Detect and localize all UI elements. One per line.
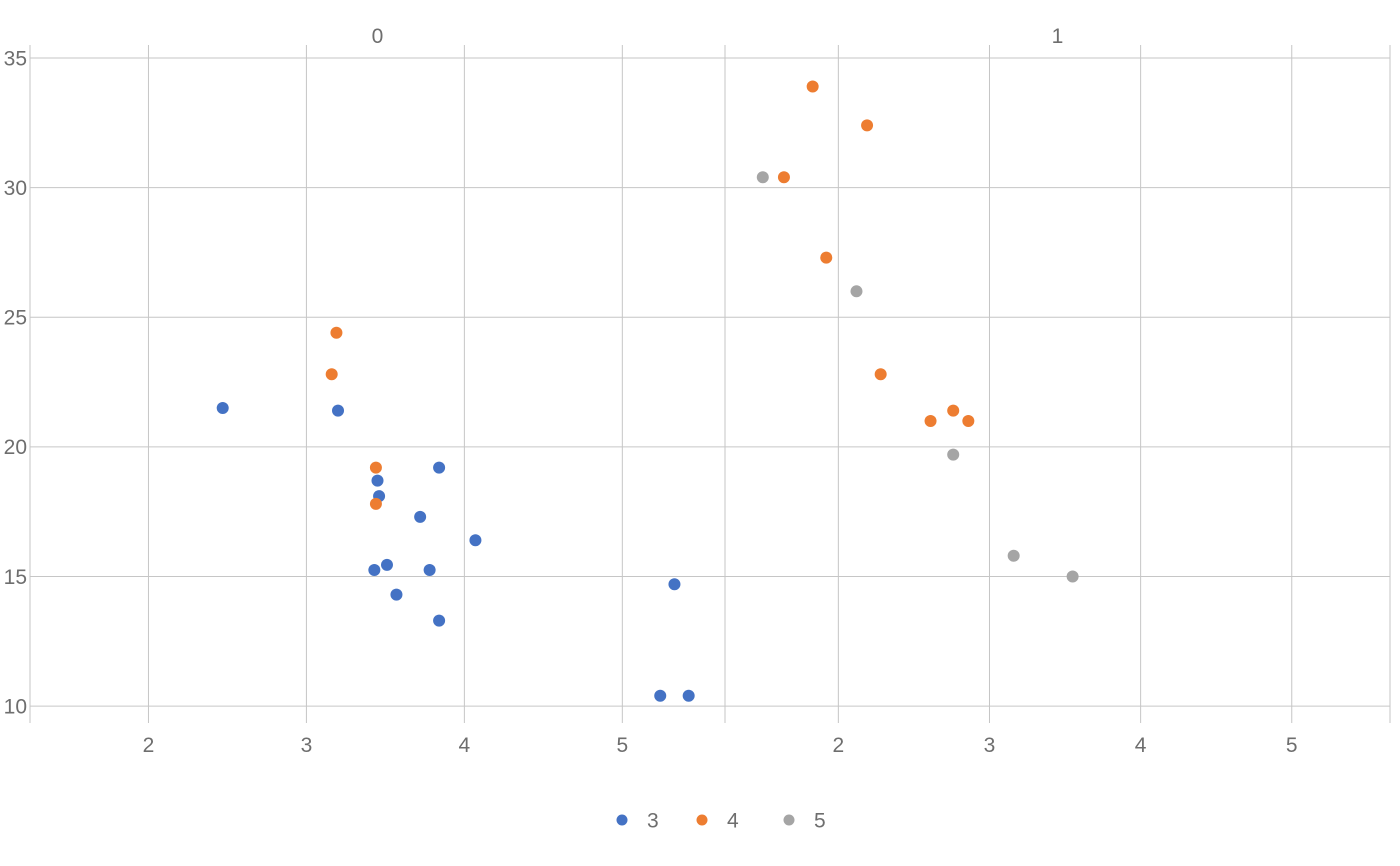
data-point [433,614,446,627]
x-tick-label: 2 [833,734,845,757]
legend-marker-icon [616,814,628,826]
series-4-facet-1 [777,80,975,427]
data-point [332,404,345,417]
legend-item-4: 4 [696,809,739,832]
data-point [1066,570,1079,583]
data-point [874,368,887,381]
data-point [682,689,695,702]
data-point [423,564,436,577]
data-point [1007,549,1020,562]
series-4-facet-0 [325,326,382,510]
data-point [390,588,403,601]
data-point [369,497,382,510]
y-tick-label: 25 [4,307,27,330]
facet-title-1: 1 [1052,25,1064,48]
x-tick-label: 4 [1135,734,1147,757]
data-point [668,578,681,591]
legend-item-3: 3 [616,809,659,832]
y-tick-label: 30 [4,177,27,200]
x-tick-label: 2 [143,734,155,757]
x-tick-label: 3 [984,734,996,757]
data-point [414,510,427,523]
series-3-facet-0 [216,401,695,702]
data-point [380,558,393,571]
data-point [947,404,960,417]
chart-legend: 3 4 5 [616,809,826,832]
legend-item-5: 5 [783,809,826,832]
data-point [368,564,381,577]
gridlines [29,45,1391,723]
data-point [924,414,937,427]
data-point [654,689,667,702]
data-point [962,414,975,427]
legend-marker-icon [696,814,708,826]
data-point [861,119,874,132]
data-point [371,474,384,487]
data-point [806,80,819,93]
legend-label: 5 [814,809,826,832]
facet-title-0: 0 [372,25,384,48]
data-point [330,326,343,339]
legend-label: 4 [727,809,739,832]
y-tick-label: 15 [4,566,27,589]
data-point [369,461,382,474]
y-tick-label: 20 [4,436,27,459]
data-point [820,251,833,264]
data-point [947,448,960,461]
data-point [216,401,229,414]
x-tick-label: 4 [459,734,471,757]
y-tick-label: 35 [4,47,27,70]
data-point [325,368,338,381]
legend-label: 3 [647,809,659,832]
x-tick-label: 3 [301,734,313,757]
data-point [469,534,482,547]
series-5-facet-1 [756,171,1079,583]
data-point [850,285,863,298]
data-point [756,171,769,184]
y-tick-label: 10 [4,695,27,718]
x-tick-label: 5 [1286,734,1298,757]
data-point [777,171,790,184]
x-tick-label: 5 [616,734,628,757]
legend-marker-icon [783,814,795,826]
data-point [433,461,446,474]
